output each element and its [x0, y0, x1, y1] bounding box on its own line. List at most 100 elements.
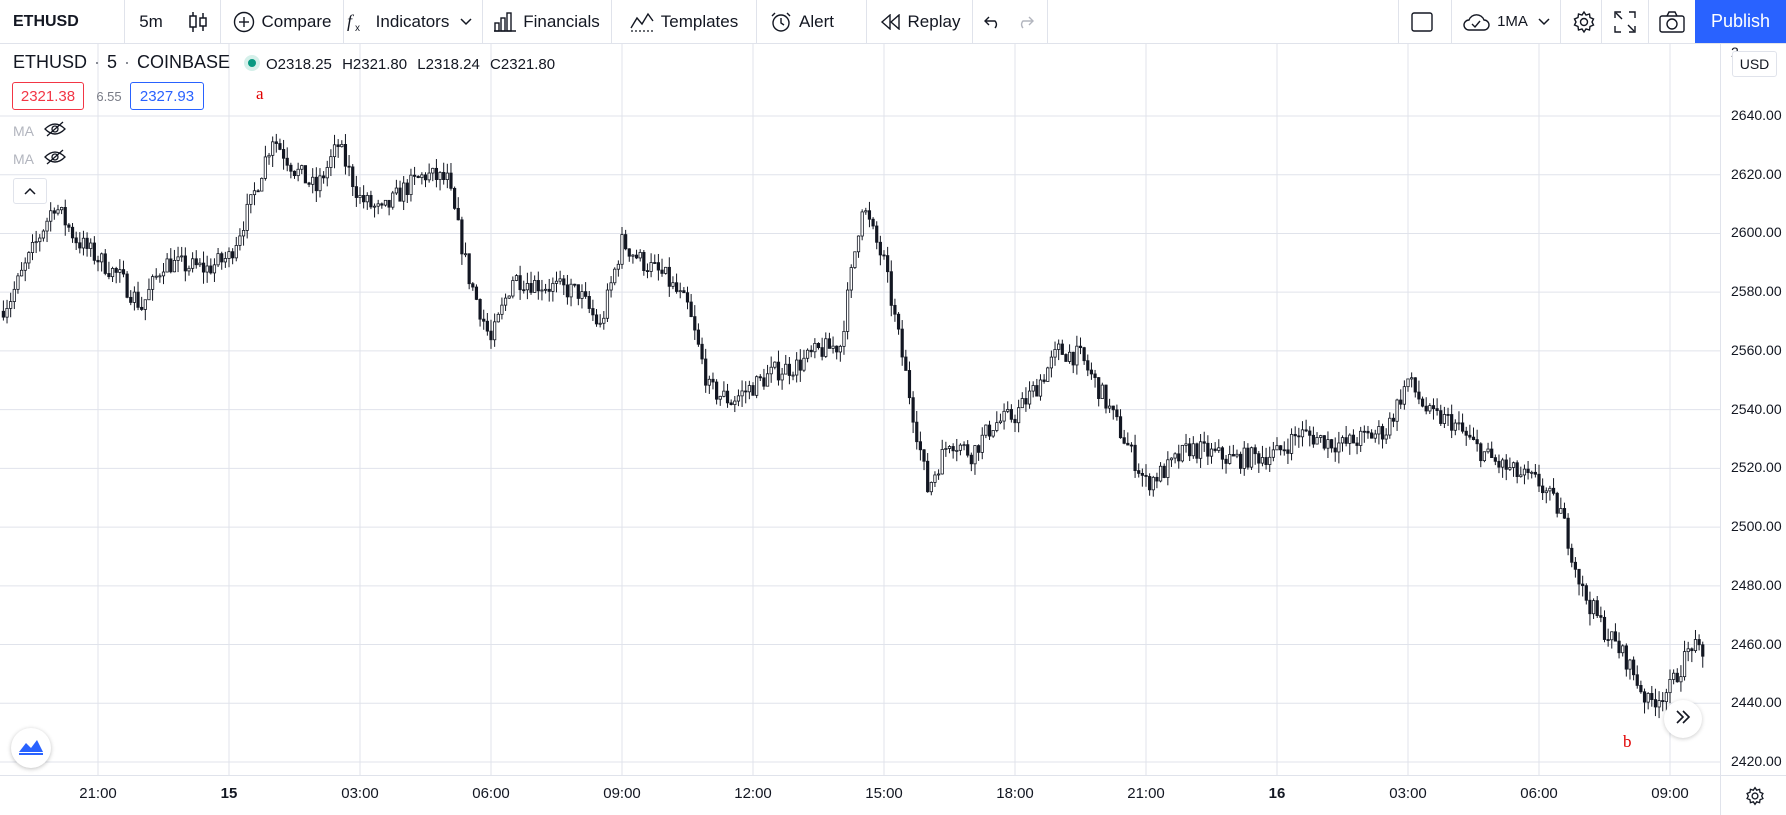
candle [1108, 398, 1112, 413]
compare-button[interactable]: Compare [221, 0, 343, 43]
ask-price: 2327.93 [139, 87, 195, 105]
candle [34, 230, 38, 254]
candle [1668, 669, 1672, 704]
symbol-search-button[interactable]: ETHUSD [0, 0, 124, 43]
price-axis[interactable]: 2640.00 2620.00 2600.00 2580.00 2560.00 2540.… [1720, 44, 1786, 775]
candle [685, 286, 690, 310]
candle [733, 395, 737, 413]
chart-pane[interactable] [0, 44, 1720, 775]
redo-button[interactable] [1009, 0, 1043, 43]
candle [860, 209, 864, 241]
candle [933, 471, 937, 487]
chart-type-button[interactable] [177, 0, 219, 43]
ma-indicator-1[interactable]: MA [13, 121, 66, 140]
candle [1395, 398, 1399, 431]
candle [1457, 411, 1461, 431]
candle [1220, 446, 1225, 470]
undo-button[interactable] [975, 0, 1009, 43]
collapse-legend-button[interactable] [13, 178, 47, 204]
alarm-clock-icon [770, 11, 792, 33]
ma-indicator-2[interactable]: MA [13, 149, 66, 168]
candle [878, 235, 882, 266]
candle [1027, 381, 1032, 409]
candlestick-chart[interactable] [0, 44, 1720, 775]
screenshot-button[interactable] [1649, 0, 1695, 43]
candle [918, 431, 922, 461]
candle [558, 270, 562, 285]
candle [1279, 445, 1283, 456]
candle [1122, 429, 1126, 445]
gear-icon[interactable] [1745, 786, 1765, 811]
candle [249, 194, 253, 214]
candle [1253, 444, 1257, 465]
time-tick-label: 15 [220, 785, 238, 802]
candle [245, 193, 249, 239]
symbol-legend[interactable]: ETHUSD · 5 · COINBASE [13, 52, 261, 73]
candle [551, 277, 555, 302]
fullscreen-button[interactable] [1602, 0, 1648, 43]
candle [805, 348, 810, 363]
price-tick-label: 2640.00 [1731, 107, 1782, 123]
candle [67, 222, 71, 233]
spread-label: 6.55 [96, 88, 122, 104]
candle [987, 420, 992, 440]
candle [511, 276, 515, 299]
candle [1406, 378, 1410, 392]
time-tick-label: 06:00 [1520, 785, 1558, 802]
bar-chart-icon [494, 11, 517, 32]
eye-hidden-icon[interactable] [34, 121, 66, 140]
candle [1031, 381, 1035, 398]
candle [140, 296, 144, 311]
publish-label: Publish [1710, 11, 1771, 31]
tradingview-logo-button[interactable] [11, 728, 51, 768]
eye-hidden-icon[interactable] [34, 149, 66, 168]
candle [791, 371, 795, 381]
cloud-save-button[interactable]: 1MA [1452, 0, 1560, 43]
candle [296, 162, 300, 182]
buy-price-button[interactable]: 2327.93 [130, 82, 204, 110]
financials-button[interactable]: Financials [483, 0, 611, 43]
candle [1067, 344, 1072, 364]
publish-button[interactable]: Publish [1695, 0, 1786, 43]
alert-button[interactable]: Alert [757, 0, 847, 43]
candle [602, 311, 606, 330]
candle [1548, 485, 1552, 501]
candle [1435, 398, 1439, 416]
time-tick-label: 16 [1268, 785, 1286, 802]
sell-price-button[interactable]: 2321.38 [12, 82, 84, 110]
candle [1370, 429, 1374, 439]
candle [973, 445, 977, 475]
time-tick-label: 21:00 [79, 785, 117, 802]
candle [322, 171, 326, 184]
settings-button[interactable] [1561, 0, 1607, 43]
indicators-dropdown-button[interactable] [450, 0, 482, 43]
candle [201, 251, 206, 284]
layout-button[interactable] [1399, 0, 1445, 43]
time-axis[interactable]: 21:00 15 03:00 06:00 09:00 12:00 15:00 18:00 21:… [0, 775, 1720, 815]
candle [755, 375, 759, 399]
gear-icon [1572, 10, 1596, 34]
replay-button[interactable]: Replay [867, 0, 972, 43]
time-tick-label: 12:00 [734, 785, 772, 802]
candle [1606, 628, 1610, 647]
candle [383, 199, 388, 207]
candle [1693, 629, 1698, 653]
candle [493, 313, 497, 347]
scroll-to-realtime-button[interactable] [1664, 700, 1702, 738]
interval-button[interactable]: 5m [125, 0, 177, 43]
candle [423, 172, 428, 188]
currency-button[interactable]: USD [1732, 51, 1777, 77]
candle [89, 238, 93, 257]
candle [81, 230, 86, 256]
candle [787, 357, 791, 385]
candle [1628, 658, 1632, 680]
candle [1126, 432, 1130, 446]
templates-button[interactable]: Templates [612, 0, 756, 43]
candle [1511, 461, 1516, 477]
candle [1275, 437, 1279, 451]
candle [536, 271, 540, 300]
candle [110, 266, 115, 283]
market-status-dot [244, 54, 261, 71]
